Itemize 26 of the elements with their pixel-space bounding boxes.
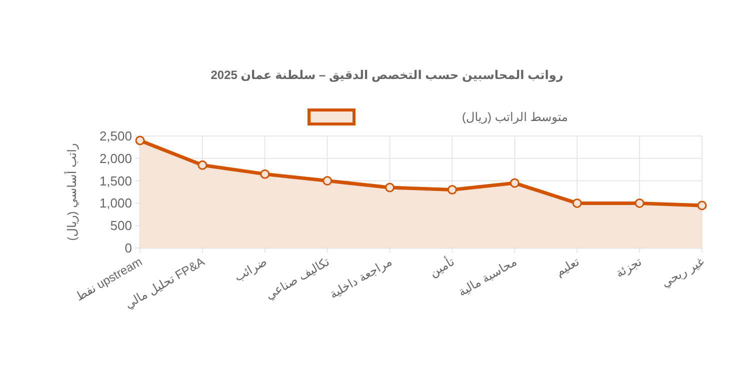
point <box>135 136 145 146</box>
point <box>510 178 520 188</box>
point <box>322 176 332 186</box>
point <box>198 160 208 170</box>
y-axis-title: راتب أساسي (ريال) <box>64 143 79 241</box>
point <box>572 198 582 208</box>
x-tick-label: غير ربحي <box>659 254 706 290</box>
point <box>385 182 395 192</box>
x-tick-label: تجزئة <box>613 254 644 280</box>
point <box>697 200 707 210</box>
x-tick-label: محاسبة مالية <box>456 254 520 300</box>
x-tick-label: تعليم <box>553 254 582 279</box>
x-tick-label: مراجعة داخلية <box>327 254 394 302</box>
y-tick-label: 2,000 <box>99 150 132 166</box>
x-tick-label: تأمين <box>426 252 457 280</box>
y-tick-label: 2,500 <box>99 128 132 144</box>
point <box>447 185 457 195</box>
y-tick-label: 1,000 <box>99 196 132 211</box>
chart-title: رواتب المحاسبين حسب التخصص الدقيق – سلطنة عمان 2025 <box>210 68 564 82</box>
y-tick-label: 0 <box>124 240 132 256</box>
x-tick-label: ضرائب <box>232 254 270 284</box>
point <box>634 198 644 208</box>
y-tick-label: 500 <box>110 218 132 234</box>
legend: متوسط الراتب (ريال) <box>308 108 568 126</box>
point <box>260 169 270 179</box>
y-tick-label: 1,500 <box>99 173 132 188</box>
